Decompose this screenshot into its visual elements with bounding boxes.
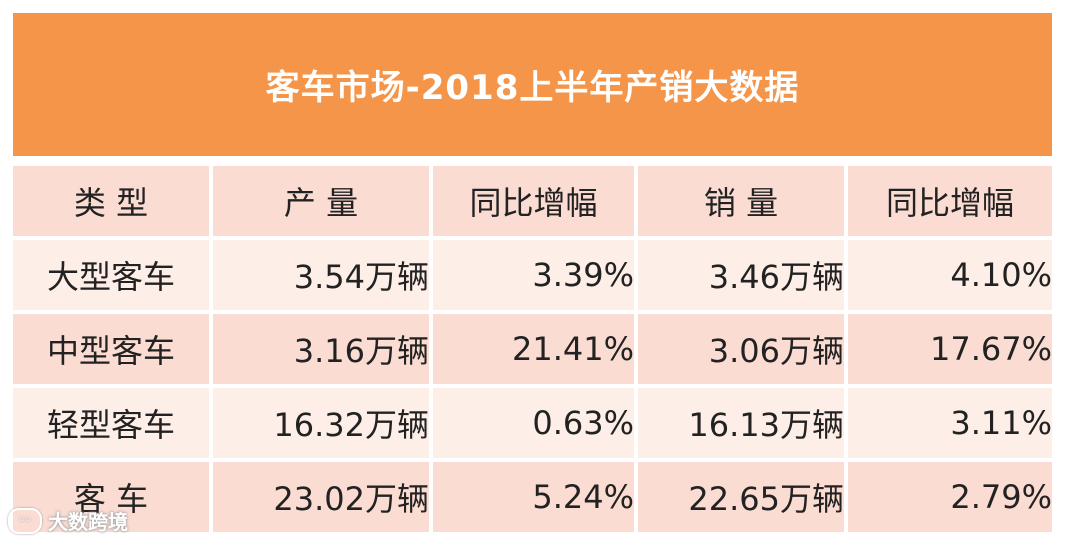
chat-bubble-logo-icon: ◦◦ — [8, 507, 42, 534]
table-cell: 16.32万辆 — [213, 388, 433, 458]
table-cell: 21.41% — [433, 314, 638, 384]
row-label: 轻型客车 — [13, 388, 213, 458]
table-cell: 22.65万辆 — [638, 462, 848, 532]
watermark: ◦◦ 大数跨境 — [8, 506, 128, 535]
header-row: 类 型 产 量 同比增幅 销 量 同比增幅 — [13, 166, 1052, 236]
column-header: 销 量 — [638, 166, 848, 236]
column-header: 产 量 — [213, 166, 433, 236]
row-label: 大型客车 — [13, 240, 213, 310]
table-cell: 0.63% — [433, 388, 638, 458]
table-row: 大型客车 3.54万辆 3.39% 3.46万辆 4.10% — [13, 240, 1052, 310]
table-cell: 3.54万辆 — [213, 240, 433, 310]
table-cell: 3.39% — [433, 240, 638, 310]
data-table: 类 型 产 量 同比增幅 销 量 同比增幅 大型客车 3.54万辆 3.39% … — [13, 162, 1052, 536]
table-cell: 23.02万辆 — [213, 462, 433, 532]
table-cell: 4.10% — [848, 240, 1052, 310]
table-cell: 3.11% — [848, 388, 1052, 458]
table-row: 轻型客车 16.32万辆 0.63% 16.13万辆 3.11% — [13, 388, 1052, 458]
table-row: 客 车 23.02万辆 5.24% 22.65万辆 2.79% — [13, 462, 1052, 532]
column-header: 同比增幅 — [848, 166, 1052, 236]
column-header: 类 型 — [13, 166, 213, 236]
table-row: 中型客车 3.16万辆 21.41% 3.06万辆 17.67% — [13, 314, 1052, 384]
table-cell: 3.06万辆 — [638, 314, 848, 384]
table-cell: 3.16万辆 — [213, 314, 433, 384]
table-cell: 17.67% — [848, 314, 1052, 384]
table-chart: 客车市场-2018上半年产销大数据 类 型 产 量 同比增幅 销 量 同比增幅 … — [13, 13, 1052, 532]
table-cell: 2.79% — [848, 462, 1052, 532]
table-cell: 16.13万辆 — [638, 388, 848, 458]
table-cell: 3.46万辆 — [638, 240, 848, 310]
chart-title: 客车市场-2018上半年产销大数据 — [13, 13, 1052, 156]
row-label: 中型客车 — [13, 314, 213, 384]
table-cell: 5.24% — [433, 462, 638, 532]
watermark-text: 大数跨境 — [48, 510, 128, 534]
column-header: 同比增幅 — [433, 166, 638, 236]
row-label: 客 车 — [13, 462, 213, 532]
